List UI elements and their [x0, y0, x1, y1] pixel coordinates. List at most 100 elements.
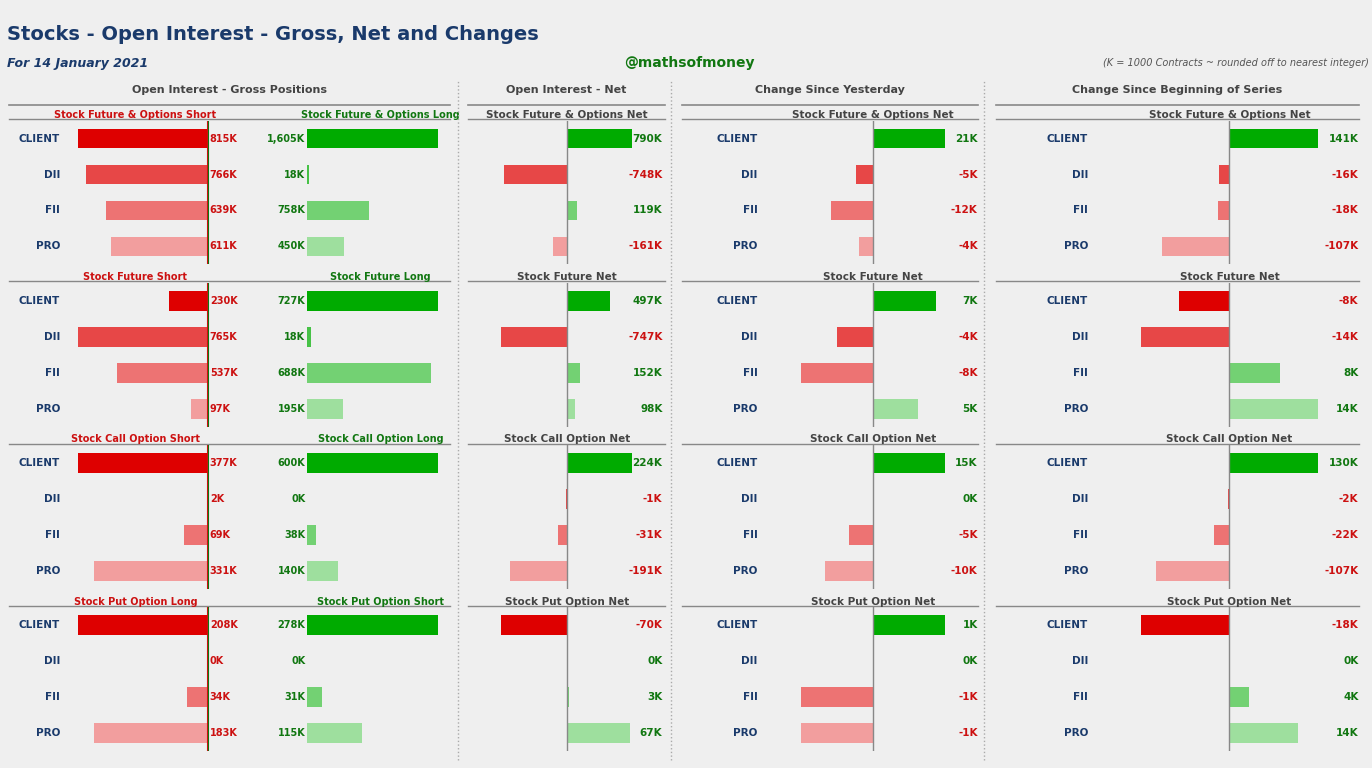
Text: 0K: 0K — [291, 656, 306, 666]
Text: 0K: 0K — [1343, 656, 1358, 666]
Text: -1K: -1K — [958, 728, 978, 738]
Text: 537K: 537K — [210, 368, 237, 378]
Text: PRO: PRO — [36, 241, 60, 251]
Text: FII: FII — [45, 530, 60, 540]
Text: 766K: 766K — [210, 170, 237, 180]
Title: Stock Put Option Net: Stock Put Option Net — [811, 597, 934, 607]
Bar — [187, 687, 209, 707]
Text: DII: DII — [1072, 656, 1088, 666]
Text: DII: DII — [44, 332, 60, 342]
Text: 230K: 230K — [210, 296, 237, 306]
Text: DII: DII — [44, 656, 60, 666]
Text: FII: FII — [1073, 206, 1088, 216]
Bar — [1229, 362, 1280, 382]
Text: 152K: 152K — [632, 368, 663, 378]
Bar — [307, 399, 343, 419]
Text: -107K: -107K — [1324, 566, 1358, 576]
Bar — [873, 399, 918, 419]
Bar — [553, 237, 567, 257]
Text: FII: FII — [45, 692, 60, 702]
Text: CLIENT: CLIENT — [1047, 296, 1088, 306]
Text: 14K: 14K — [1336, 728, 1358, 738]
Text: 600K: 600K — [277, 458, 306, 468]
Text: -4K: -4K — [958, 241, 978, 251]
Text: FII: FII — [1073, 530, 1088, 540]
Bar — [837, 327, 873, 346]
Text: -107K: -107K — [1324, 241, 1358, 251]
Bar — [95, 561, 209, 581]
Bar — [307, 615, 439, 635]
Text: -748K: -748K — [628, 170, 663, 180]
Text: 8K: 8K — [1343, 368, 1358, 378]
Text: -18K: -18K — [1332, 206, 1358, 216]
Text: 765K: 765K — [210, 332, 237, 342]
Text: 0K: 0K — [963, 494, 978, 504]
Bar — [1157, 561, 1229, 581]
Bar — [856, 164, 873, 184]
Bar — [557, 525, 567, 545]
Title: Stock Put Option Net: Stock Put Option Net — [1168, 597, 1291, 607]
Text: 815K: 815K — [210, 134, 237, 144]
Text: 21K: 21K — [955, 134, 978, 144]
Bar — [567, 362, 580, 382]
Bar — [307, 453, 439, 473]
Bar — [117, 362, 209, 382]
Bar — [1179, 291, 1229, 311]
Bar — [873, 615, 945, 635]
Text: 639K: 639K — [210, 206, 237, 216]
Text: 0K: 0K — [963, 656, 978, 666]
Title: Stock Call Option Net: Stock Call Option Net — [809, 434, 936, 444]
Bar — [1220, 164, 1229, 184]
Text: DII: DII — [1072, 332, 1088, 342]
Text: CLIENT: CLIENT — [716, 296, 757, 306]
Text: FII: FII — [742, 692, 757, 702]
Text: 1,605K: 1,605K — [268, 134, 306, 144]
Bar — [501, 327, 567, 346]
Text: @mathsofmoney: @mathsofmoney — [624, 56, 755, 71]
Bar — [307, 687, 322, 707]
Bar — [800, 687, 873, 707]
Text: 497K: 497K — [632, 296, 663, 306]
Text: 130K: 130K — [1328, 458, 1358, 468]
Text: 18K: 18K — [284, 170, 306, 180]
Text: Change Since Yesterday: Change Since Yesterday — [755, 85, 906, 95]
Text: Change Since Beginning of Series: Change Since Beginning of Series — [1072, 85, 1283, 95]
Title: Stock Future & Options Net: Stock Future & Options Net — [1148, 110, 1310, 120]
Bar — [192, 399, 209, 419]
Text: Open Interest - Net: Open Interest - Net — [506, 85, 627, 95]
Text: 727K: 727K — [277, 296, 306, 306]
Text: FII: FII — [742, 206, 757, 216]
Text: -191K: -191K — [628, 566, 663, 576]
Bar — [95, 723, 209, 743]
Bar — [800, 723, 873, 743]
Text: 18K: 18K — [284, 332, 306, 342]
Bar — [307, 362, 431, 382]
Text: CLIENT: CLIENT — [19, 621, 60, 631]
Bar — [86, 164, 209, 184]
Bar — [567, 129, 632, 148]
Text: -1K: -1K — [643, 494, 663, 504]
Text: PRO: PRO — [733, 566, 757, 576]
Bar — [849, 525, 873, 545]
Text: -12K: -12K — [951, 206, 978, 216]
Bar — [184, 525, 209, 545]
Text: 688K: 688K — [277, 368, 306, 378]
Title: Stock Future & Options Long: Stock Future & Options Long — [302, 110, 460, 120]
Text: -5K: -5K — [958, 530, 978, 540]
Text: DII: DII — [741, 170, 757, 180]
Text: PRO: PRO — [36, 728, 60, 738]
Bar — [1162, 237, 1229, 257]
Bar — [800, 362, 873, 382]
Text: 69K: 69K — [210, 530, 230, 540]
Text: PRO: PRO — [1063, 404, 1088, 414]
Text: 0K: 0K — [291, 494, 306, 504]
Bar — [831, 200, 873, 220]
Text: -4K: -4K — [958, 332, 978, 342]
Title: Stock Future Net: Stock Future Net — [823, 272, 922, 282]
Bar — [1229, 687, 1249, 707]
Text: FII: FII — [742, 530, 757, 540]
Text: DII: DII — [741, 656, 757, 666]
Bar — [1140, 327, 1229, 346]
Text: FII: FII — [742, 368, 757, 378]
Text: 7K: 7K — [962, 296, 978, 306]
